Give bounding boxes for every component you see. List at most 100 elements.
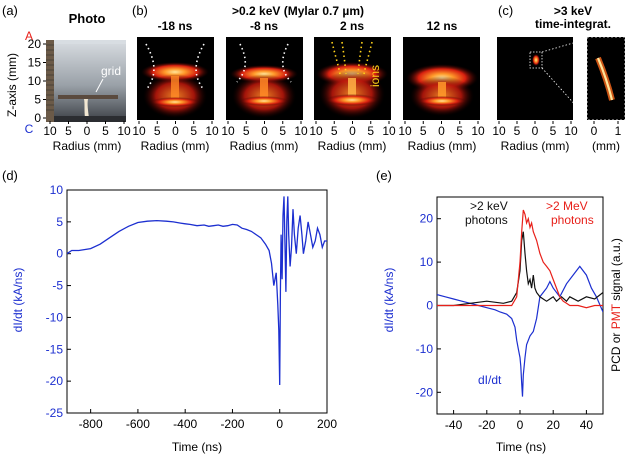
frame-1-x-tick-label: 5 — [154, 124, 161, 138]
frame-4-x-tick-label: 10 — [398, 124, 412, 138]
panel-c-x-tick-label: 0 — [532, 124, 539, 138]
frame-time-3: 2 ns — [340, 19, 364, 33]
didt-annotation: dI/dt — [478, 373, 502, 387]
plot-e-y-tick-label: -20 — [416, 385, 434, 399]
plot-d-y-tick-label: -25 — [46, 406, 64, 420]
plot-e-x-label: Time (ns) — [496, 440, 546, 454]
plot-d-y-tick-label: 10 — [50, 183, 64, 197]
xray-annotation-line2: photons — [465, 213, 508, 227]
plot-d-y-tick-label: -20 — [46, 374, 64, 388]
plot-d-y-tick-label: -15 — [46, 342, 64, 356]
plot-d-y-tick-label: 0 — [56, 247, 63, 261]
panel-c-title-line1: >3 keV — [554, 4, 592, 18]
panel-c-title-line2: time-integrat. — [535, 17, 611, 31]
cathode-mark: C — [25, 122, 34, 136]
xray-frame-2 — [226, 37, 303, 120]
right-label-part-3: signal (a.u.) — [609, 238, 623, 304]
ions-annotation: ions — [368, 65, 382, 87]
pmt-trace — [437, 209, 603, 309]
panel-a-y-tick-label: 0 — [34, 111, 41, 125]
panel-a-x-tick-label: 10 — [117, 124, 131, 138]
integrated-frame — [497, 37, 588, 120]
frame-3-x-label: Radius (mm) — [318, 139, 387, 153]
plot-e-y-tick-label: 20 — [420, 212, 434, 226]
frame-3-x-tick-label: 5 — [367, 124, 374, 138]
zoom-x-label: (mm) — [592, 139, 620, 153]
plot-e-y-tick-label: 0 — [426, 299, 433, 313]
panel-a-x-tick-label: 5 — [102, 124, 109, 138]
panel-b: (b) >0.2 keV (Mylar 0.7 µm) -18 ns -8 ns… — [132, 3, 485, 153]
plot-d-ticks: -800 -600 -400 -200 0 200 -25 -20 -15 -10 -5 0 5 10 — [46, 183, 338, 431]
frame-4-x-tick-label: 10 — [471, 124, 485, 138]
panel-c-x-tick-label: 5 — [550, 124, 557, 138]
panel-a-x-tick-label: 0 — [84, 124, 91, 138]
frame-2-x-label: Radius (mm) — [230, 139, 299, 153]
frame-2-x-tick-label: 5 — [243, 124, 250, 138]
frame-time-1: -18 ns — [158, 19, 193, 33]
plot-e-x-tick-label: -40 — [445, 418, 463, 432]
frame-4-x-tick-label: 5 — [420, 124, 427, 138]
right-label-part-2: PMT — [609, 303, 623, 329]
plot-d-x-tick-label: -800 — [79, 417, 103, 431]
panel-a-y-tick-label: 5 — [34, 93, 41, 107]
frame-3-x-tick-label: 0 — [349, 124, 356, 138]
anode-mark: A — [25, 29, 33, 43]
plot-e-x-tick-label: 0 — [517, 418, 524, 432]
plot-e-y-tick-label: 10 — [420, 255, 434, 269]
didt-trace-e — [437, 265, 603, 397]
frame-3-x-tick-label: 5 — [331, 124, 338, 138]
plot-d-x-tick-label: 0 — [276, 417, 283, 431]
panel-c: (c) >3 keV time-integrat. 10 5 0 5 10 0 1 Radi… — [492, 3, 626, 153]
xray-pcd-trace — [437, 231, 603, 307]
xray-annotation-line1: >2 keV — [470, 199, 508, 213]
plot-e-y-label: dI/dt (kA/ns) — [382, 268, 396, 333]
panel-c-label: (c) — [498, 3, 513, 18]
frame-1-x-label: Radius (mm) — [141, 139, 210, 153]
zoom-x-tick-label: 0 — [591, 124, 598, 138]
pmt-annotation-line2: photons — [551, 213, 594, 227]
plot-d-y-tick-label: -5 — [52, 279, 63, 293]
grid-annotation: grid — [101, 64, 121, 78]
panel-c-x-tick-label: 10 — [564, 124, 578, 138]
panel-b-title: >0.2 keV (Mylar 0.7 µm) — [232, 4, 364, 18]
frame-1-x-tick-label: 5 — [190, 124, 197, 138]
plot-d-x-tick-label: -600 — [126, 417, 150, 431]
plot-e-y-tick-label: -10 — [416, 342, 434, 356]
panel-a-y-ticks: 0 5 10 15 20 — [28, 37, 46, 125]
plot-d-x-tick-label: 200 — [317, 417, 337, 431]
plot-e-right-y-label: PCD or PMT signal (a.u.) — [609, 238, 623, 372]
plot-d-x-label: Time (ns) — [172, 440, 222, 454]
frame-2-x-tick-label: 5 — [279, 124, 286, 138]
panel-e-label: (e) — [376, 168, 392, 183]
xray-frame-3: ions — [314, 37, 391, 120]
zoom-x-tick-label: 1 — [615, 124, 622, 138]
frame-2-x-tick-label: 0 — [261, 124, 268, 138]
frame-1-x-tick-label: 10 — [132, 124, 146, 138]
frame-1-x-tick-label: 10 — [205, 124, 219, 138]
frame-time-2: -8 ns — [250, 19, 278, 33]
plot-e-x-tick-label: 40 — [580, 418, 594, 432]
panel-a-y-tick-label: 10 — [28, 74, 42, 88]
plot-d-x-tick-label: -200 — [220, 417, 244, 431]
frame-3-x-tick-label: 10 — [309, 124, 323, 138]
panel-a-y-tick-label: 20 — [28, 37, 42, 51]
panel-a-label: (a) — [2, 3, 18, 18]
right-label-part-1: PCD or — [609, 329, 623, 372]
panel-a-y-tick-label: 15 — [28, 56, 42, 70]
frame-1-x-tick-label: 0 — [172, 124, 179, 138]
plot-d-y-tick-label: -10 — [46, 310, 64, 324]
panel-c-x-tick-label: 5 — [514, 124, 521, 138]
panel-e: (e) -40 -20 0 20 40 -20 -10 0 10 20 >2 keV photon… — [376, 168, 623, 454]
plot-d-frame — [66, 189, 328, 414]
panel-d-label: (d) — [2, 168, 18, 183]
panel-d: (d) -800 -600 -400 -200 0 200 -25 -20 -15 -10 -5 0 5… — [2, 168, 337, 454]
panel-a-x-label: Radius (mm) — [53, 139, 122, 153]
plot-d-x-tick-label: -400 — [173, 417, 197, 431]
photo-image — [46, 40, 126, 122]
frame-4-x-tick-label: 5 — [456, 124, 463, 138]
xray-frame-1 — [137, 37, 214, 120]
plot-e-x-tick-label: 20 — [547, 418, 561, 432]
panel-a-y-label: Z-axis (mm) — [5, 53, 19, 117]
plot-e-x-tick-label: -20 — [478, 418, 496, 432]
